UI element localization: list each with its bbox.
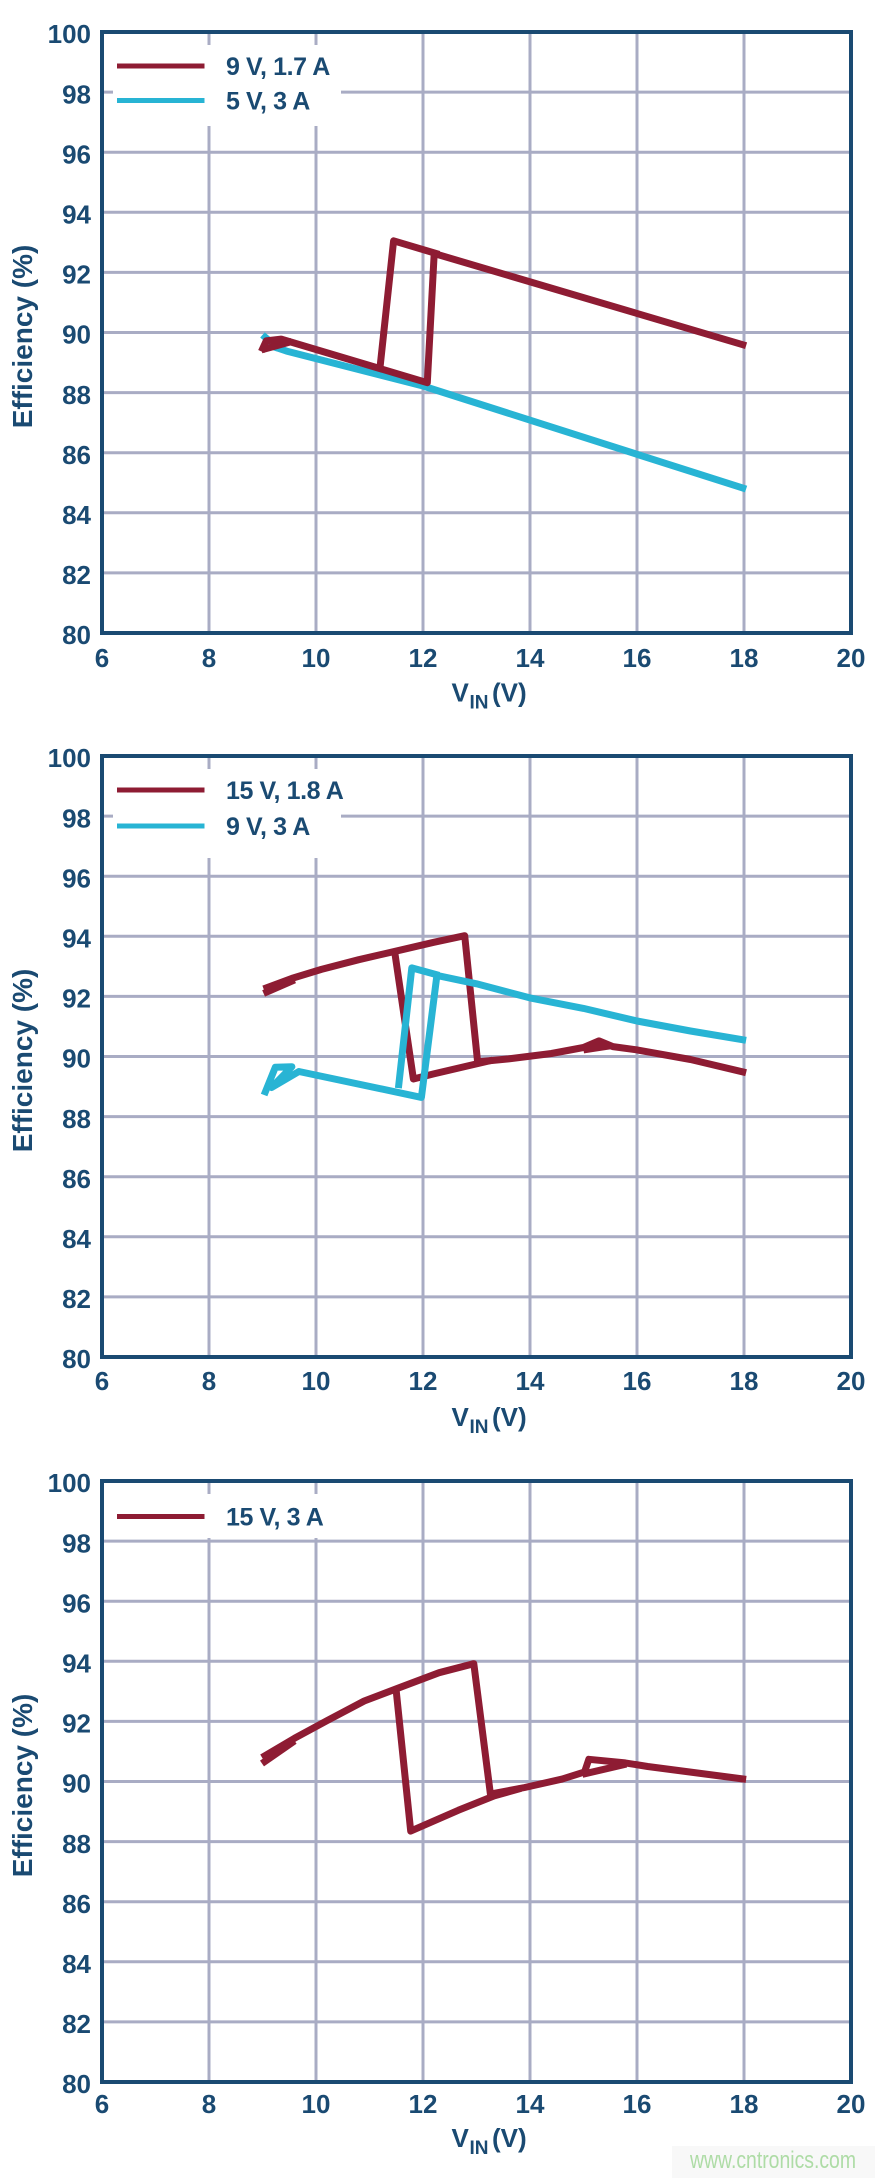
svg-text:www.cntronics.com: www.cntronics.com bbox=[689, 2147, 856, 2174]
svg-text:84: 84 bbox=[62, 500, 91, 530]
svg-text:9 V, 3 A: 9 V, 3 A bbox=[226, 813, 310, 841]
svg-text:12: 12 bbox=[409, 643, 438, 673]
svg-text:10: 10 bbox=[302, 1366, 331, 1396]
svg-text:98: 98 bbox=[62, 79, 91, 109]
svg-text:96: 96 bbox=[62, 863, 91, 893]
svg-text:88: 88 bbox=[62, 1829, 91, 1859]
svg-text:82: 82 bbox=[62, 2009, 91, 2039]
svg-text:82: 82 bbox=[62, 1284, 91, 1314]
svg-text:84: 84 bbox=[62, 1224, 91, 1254]
svg-text:90: 90 bbox=[62, 1769, 91, 1799]
svg-text:94: 94 bbox=[62, 1649, 91, 1679]
svg-text:86: 86 bbox=[62, 1164, 91, 1194]
svg-text:80: 80 bbox=[62, 1344, 91, 1374]
svg-text:16: 16 bbox=[623, 2089, 652, 2119]
svg-text:VIN(V): VIN (V) bbox=[452, 2123, 527, 2159]
svg-text:90: 90 bbox=[62, 320, 91, 350]
svg-text:15 V, 3 A: 15 V, 3 A bbox=[226, 1504, 324, 1532]
svg-text:18: 18 bbox=[730, 2089, 759, 2119]
svg-text:90: 90 bbox=[62, 1044, 91, 1074]
svg-text:8: 8 bbox=[202, 643, 216, 673]
svg-text:20: 20 bbox=[837, 643, 866, 673]
svg-text:Efficiency (%): Efficiency (%) bbox=[7, 969, 38, 1153]
svg-text:100: 100 bbox=[48, 1468, 91, 1498]
svg-text:88: 88 bbox=[62, 1104, 91, 1134]
svg-text:Efficiency (%): Efficiency (%) bbox=[7, 245, 38, 429]
svg-text:88: 88 bbox=[62, 380, 91, 410]
svg-text:80: 80 bbox=[62, 620, 91, 650]
svg-text:92: 92 bbox=[62, 1709, 91, 1739]
svg-text:8: 8 bbox=[202, 2089, 216, 2119]
svg-text:14: 14 bbox=[516, 1366, 545, 1396]
svg-text:84: 84 bbox=[62, 1949, 91, 1979]
svg-text:14: 14 bbox=[516, 643, 545, 673]
svg-text:98: 98 bbox=[62, 1528, 91, 1558]
svg-text:96: 96 bbox=[62, 1588, 91, 1618]
svg-text:100: 100 bbox=[48, 19, 91, 49]
svg-text:94: 94 bbox=[62, 924, 91, 954]
svg-text:14: 14 bbox=[516, 2089, 545, 2119]
svg-text:80: 80 bbox=[62, 2069, 91, 2099]
svg-text:20: 20 bbox=[837, 1366, 866, 1396]
svg-text:86: 86 bbox=[62, 1889, 91, 1919]
svg-text:92: 92 bbox=[62, 984, 91, 1014]
svg-text:Efficiency (%): Efficiency (%) bbox=[7, 1694, 38, 1878]
svg-text:6: 6 bbox=[95, 2089, 109, 2119]
svg-text:96: 96 bbox=[62, 139, 91, 169]
svg-text:6: 6 bbox=[95, 1366, 109, 1396]
svg-text:9 V, 1.7 A: 9 V, 1.7 A bbox=[226, 53, 330, 81]
svg-text:82: 82 bbox=[62, 560, 91, 590]
svg-text:15 V, 1.8 A: 15 V, 1.8 A bbox=[226, 777, 344, 805]
svg-text:10: 10 bbox=[302, 643, 331, 673]
svg-text:10: 10 bbox=[302, 2089, 331, 2119]
svg-text:12: 12 bbox=[409, 1366, 438, 1396]
svg-text:18: 18 bbox=[730, 1366, 759, 1396]
svg-text:16: 16 bbox=[623, 1366, 652, 1396]
svg-text:18: 18 bbox=[730, 643, 759, 673]
svg-text:92: 92 bbox=[62, 260, 91, 290]
svg-text:VIN(V): VIN (V) bbox=[452, 678, 527, 714]
svg-text:12: 12 bbox=[409, 2089, 438, 2119]
svg-text:8: 8 bbox=[202, 1366, 216, 1396]
svg-text:16: 16 bbox=[623, 643, 652, 673]
svg-text:100: 100 bbox=[48, 743, 91, 773]
svg-text:6: 6 bbox=[95, 643, 109, 673]
svg-text:VIN(V): VIN (V) bbox=[452, 1402, 527, 1438]
svg-text:98: 98 bbox=[62, 803, 91, 833]
svg-text:94: 94 bbox=[62, 200, 91, 230]
svg-text:5 V, 3 A: 5 V, 3 A bbox=[226, 88, 310, 116]
svg-text:20: 20 bbox=[837, 2089, 866, 2119]
svg-text:86: 86 bbox=[62, 440, 91, 470]
